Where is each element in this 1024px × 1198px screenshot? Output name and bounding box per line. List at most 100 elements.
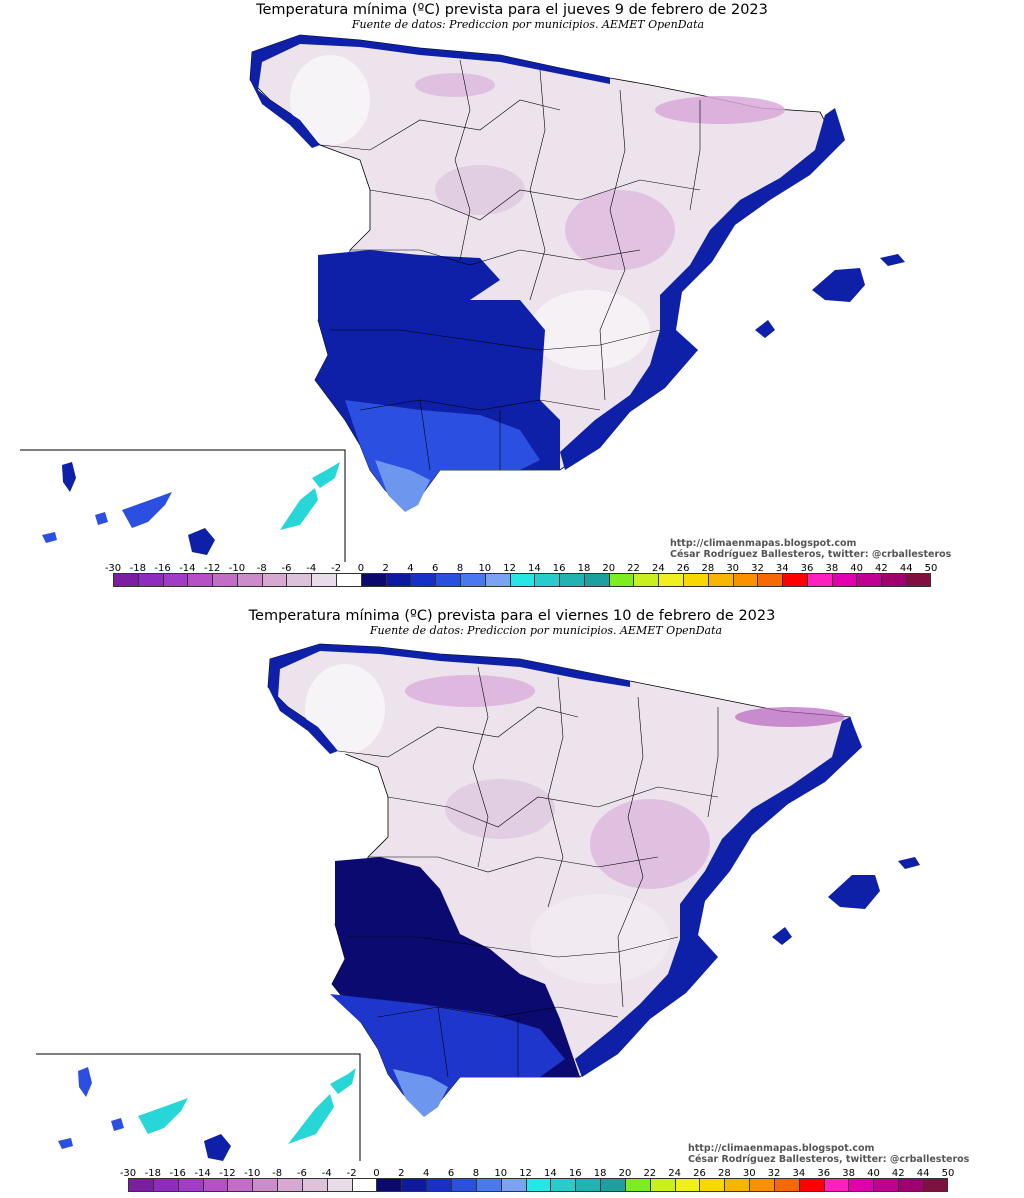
legend-tick-label: 34 <box>775 563 789 574</box>
legend-tick-label: -18 <box>129 563 146 574</box>
legend-swatch <box>177 1179 203 1191</box>
legend-tick-label: 14 <box>528 563 541 574</box>
white-area-galicia <box>305 664 385 754</box>
frost-north <box>415 73 495 97</box>
white-area-galicia <box>290 55 370 145</box>
legend-tick-label: 32 <box>751 563 764 574</box>
legend-swatch <box>699 1179 725 1191</box>
legend-swatch <box>152 1179 178 1191</box>
legend-tick-label: -2 <box>346 1168 357 1179</box>
credit: http://climaenmapas.blogspot.com César R… <box>670 538 951 560</box>
legend-tick-label: 14 <box>544 1168 557 1179</box>
legend-swatch <box>484 574 510 586</box>
legend-tick-label: 38 <box>842 1168 855 1179</box>
legend-swatch <box>435 574 460 586</box>
legend-tick-label: 10 <box>478 563 492 574</box>
legend-tick-label: -10 <box>244 1168 261 1179</box>
legend-swatch <box>500 1179 526 1191</box>
legend-tick-label: 28 <box>701 563 715 574</box>
blue-north-coast <box>268 644 630 754</box>
legend-tick-label: 20 <box>602 563 616 574</box>
legend-tick-label: 2 <box>398 1168 405 1179</box>
legend-tick-label: 42 <box>891 1168 905 1179</box>
credit-url: http://climaenmapas.blogspot.com <box>688 1143 875 1154</box>
legend-tick-label: -14 <box>179 563 196 574</box>
balearic-mallorca <box>828 875 880 909</box>
credit-author: César Rodríguez Ballesteros, twitter: @c… <box>688 1154 970 1165</box>
legend-tick-label: 4 <box>407 563 414 574</box>
legend-swatch <box>351 1179 377 1191</box>
legend-tick-label: 36 <box>817 1168 831 1179</box>
legend-swatch <box>873 1179 899 1191</box>
legend-swatch <box>559 574 584 586</box>
spain-temperature-map <box>20 34 905 562</box>
island-tenerife <box>122 492 172 528</box>
island-la-gomera <box>95 512 108 525</box>
frost-iberico <box>565 190 675 270</box>
legend-swatch <box>823 1179 849 1191</box>
legend-swatch <box>724 1179 750 1191</box>
legend-swatch <box>137 574 163 586</box>
legend-swatch <box>212 574 237 586</box>
canary-islands-inset <box>20 449 346 562</box>
legend-tick-label: -16 <box>154 563 171 574</box>
island-la-palma <box>62 462 76 492</box>
legend-swatch <box>608 574 634 586</box>
map-panel-friday: Temperatura mínima (ºC) prevista para el… <box>0 599 1024 1198</box>
white-area-mancha <box>530 894 670 984</box>
legend-tick-label: -6 <box>281 563 292 574</box>
legend-swatch <box>550 1179 576 1191</box>
blue-east-coast <box>560 108 845 470</box>
island-la-gomera <box>111 1118 124 1131</box>
legend-swatch <box>806 574 832 586</box>
legend-swatch <box>600 1179 625 1191</box>
legend-swatch <box>881 574 906 586</box>
legend-tick-label: 30 <box>742 1168 756 1179</box>
legend-swatch <box>202 1179 228 1191</box>
island-fuerteventura <box>288 1094 334 1144</box>
legend-tick-label: 50 <box>941 1168 955 1179</box>
legend-tick-label: -16 <box>169 1168 186 1179</box>
legend-swatch <box>286 574 312 586</box>
legend-swatch <box>401 1179 427 1191</box>
province-borders <box>319 59 701 471</box>
legend-swatch <box>187 574 213 586</box>
frost-pyrenees <box>655 96 785 124</box>
island-gran-canaria <box>204 1134 231 1161</box>
balearic-mallorca <box>812 268 865 302</box>
legend-tick-label: 4 <box>422 1168 430 1179</box>
legend-tick-label: 28 <box>717 1168 731 1179</box>
legend-swatch <box>252 1179 278 1191</box>
legend-tick-label: -12 <box>219 1168 236 1179</box>
legend-tick-label: 20 <box>618 1168 632 1179</box>
legend-tick-label: -4 <box>321 1168 332 1179</box>
legend-swatch <box>757 574 783 586</box>
legend-swatch <box>575 1179 601 1191</box>
legend-tick-label: 6 <box>447 1168 455 1179</box>
legend-swatch <box>162 574 188 586</box>
balearic-menorca <box>880 254 905 266</box>
legend-tick-label: 8 <box>456 563 464 574</box>
legend-tick-label: 50 <box>924 563 938 574</box>
province-borders <box>337 666 719 1078</box>
legend-tick-label: 12 <box>519 1168 532 1179</box>
credit-author: César Rodríguez Ballesteros, twitter: @c… <box>670 549 952 560</box>
legend-tick-label: 16 <box>568 1168 582 1179</box>
frost-central <box>445 779 555 839</box>
legend-tick-label: 42 <box>875 563 888 574</box>
legend-swatch <box>906 574 931 586</box>
legend-swatch <box>236 574 262 586</box>
legend-tick-label: -18 <box>144 1168 162 1179</box>
blue-andalucia-light <box>393 1069 448 1117</box>
credit-url: http://climaenmapas.blogspot.com <box>670 538 857 549</box>
inset-frame <box>20 449 346 562</box>
island-el-hierro <box>58 1138 73 1149</box>
island-la-palma <box>78 1067 92 1097</box>
legend-swatch <box>583 574 609 586</box>
legend-tick-label: 34 <box>792 1168 806 1179</box>
legend-tick-label: 18 <box>593 1168 607 1179</box>
legend-swatch <box>534 574 560 586</box>
map-subtitle: Fuente de datos: Prediccion por municipi… <box>351 18 705 31</box>
map-panel-thursday: Temperatura mínima (ºC) prevista para el… <box>0 2 1024 587</box>
legend-labels: -30 -18 -16 -14 -12 -10 -8 -6 -4 -2 0 2 4 6 8 10 12 14 16 1… <box>0 563 1024 575</box>
